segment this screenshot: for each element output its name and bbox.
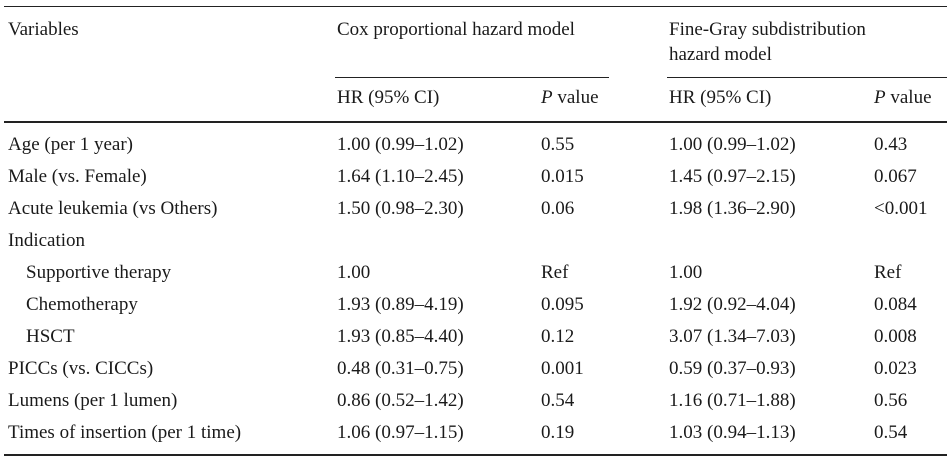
cox-hr-cell: 1.50 (0.98–2.30) bbox=[337, 198, 464, 219]
cox-group-rule bbox=[335, 77, 609, 78]
cox-p-cell: 0.54 bbox=[541, 390, 575, 411]
cox-p-cell: 0.06 bbox=[541, 198, 575, 219]
cox-p-cell: 0.015 bbox=[541, 166, 584, 187]
header-cox-model: Cox proportional hazard model bbox=[337, 19, 575, 40]
row-label: Supportive therapy bbox=[26, 262, 172, 283]
header-variables: Variables bbox=[8, 19, 79, 40]
header-bottom-rule bbox=[4, 121, 947, 123]
fg-p-cell: 0.56 bbox=[874, 390, 908, 411]
top-rule bbox=[4, 6, 947, 7]
header-fg-hr: HR (95% CI) bbox=[669, 87, 772, 108]
cox-p-cell: 0.19 bbox=[541, 422, 575, 443]
cox-hr-cell: 1.64 (1.10–2.45) bbox=[337, 166, 464, 187]
row-label: Indication bbox=[8, 230, 86, 251]
p-letter: P bbox=[874, 87, 886, 108]
header-cox-hr: HR (95% CI) bbox=[337, 87, 440, 108]
cox-hr-cell: 1.00 bbox=[337, 262, 371, 283]
cox-p-cell: 0.095 bbox=[541, 294, 584, 315]
header-fine-gray-line2: hazard model bbox=[669, 44, 772, 65]
fg-hr-cell: 1.92 (0.92–4.04) bbox=[669, 294, 796, 315]
fg-hr-cell: 1.00 bbox=[669, 262, 703, 283]
fg-hr-cell: 1.03 (0.94–1.13) bbox=[669, 422, 796, 443]
p-value-word: value bbox=[552, 87, 599, 108]
row-label: Lumens (per 1 lumen) bbox=[8, 390, 178, 411]
fine-gray-group-rule bbox=[667, 77, 947, 78]
p-letter: P bbox=[541, 87, 553, 108]
fg-p-cell: 0.54 bbox=[874, 422, 908, 443]
cox-hr-cell: 1.06 (0.97–1.15) bbox=[337, 422, 464, 443]
p-value-word: value bbox=[885, 87, 932, 108]
fg-p-cell: Ref bbox=[874, 262, 902, 283]
row-label: HSCT bbox=[26, 326, 75, 347]
bottom-rule bbox=[4, 454, 947, 456]
header-cox-p: P value bbox=[541, 87, 599, 109]
row-label: PICCs (vs. CICCs) bbox=[8, 358, 154, 379]
fg-hr-cell: 0.59 (0.37–0.93) bbox=[669, 358, 796, 379]
cox-p-cell: 0.12 bbox=[541, 326, 575, 347]
row-label: Male (vs. Female) bbox=[8, 166, 147, 187]
cox-p-cell: 0.55 bbox=[541, 134, 575, 155]
fg-hr-cell: 1.00 (0.99–1.02) bbox=[669, 134, 796, 155]
fg-p-cell: 0.008 bbox=[874, 326, 917, 347]
fg-p-cell: 0.084 bbox=[874, 294, 917, 315]
cox-hr-cell: 1.93 (0.89–4.19) bbox=[337, 294, 464, 315]
fg-hr-cell: 1.98 (1.36–2.90) bbox=[669, 198, 796, 219]
row-label: Age (per 1 year) bbox=[8, 134, 134, 155]
fg-p-cell: 0.067 bbox=[874, 166, 917, 187]
cox-hr-cell: 1.93 (0.85–4.40) bbox=[337, 326, 464, 347]
header-fg-p: P value bbox=[874, 87, 932, 109]
fg-hr-cell: 1.16 (0.71–1.88) bbox=[669, 390, 796, 411]
cox-hr-cell: 1.00 (0.99–1.02) bbox=[337, 134, 464, 155]
row-label: Chemotherapy bbox=[26, 294, 138, 315]
header-fine-gray-line1: Fine-Gray subdistribution bbox=[669, 19, 866, 40]
fg-hr-cell: 1.45 (0.97–2.15) bbox=[669, 166, 796, 187]
cox-p-cell: 0.001 bbox=[541, 358, 584, 379]
fg-hr-cell: 3.07 (1.34–7.03) bbox=[669, 326, 796, 347]
fg-p-cell: 0.43 bbox=[874, 134, 908, 155]
cox-hr-cell: 0.48 (0.31–0.75) bbox=[337, 358, 464, 379]
cox-hr-cell: 0.86 (0.52–1.42) bbox=[337, 390, 464, 411]
fg-p-cell: <0.001 bbox=[874, 198, 928, 219]
cox-p-cell: Ref bbox=[541, 262, 569, 283]
fg-p-cell: 0.023 bbox=[874, 358, 917, 379]
row-label: Times of insertion (per 1 time) bbox=[8, 422, 242, 443]
row-label: Acute leukemia (vs Others) bbox=[8, 198, 218, 219]
